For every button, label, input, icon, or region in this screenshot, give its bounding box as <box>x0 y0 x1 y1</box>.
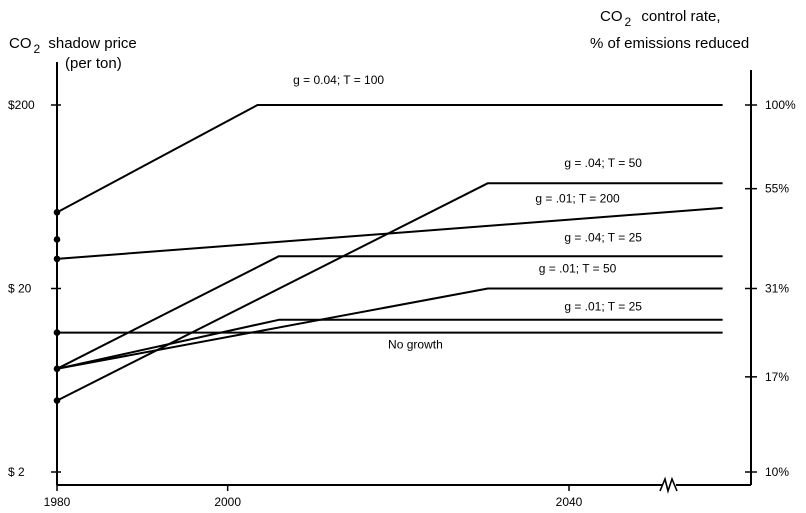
series-line <box>56 182 723 402</box>
left-axis-title: CO 2 shadow price <box>9 35 137 56</box>
series-label: g = 0.04; T = 100 <box>293 73 384 87</box>
axis-marker-dot <box>53 365 61 373</box>
series-label: g = .04; T = 50 <box>564 156 642 170</box>
series-label: g = .01; T = 50 <box>539 261 617 275</box>
series-label: g = .04; T = 25 <box>564 231 642 245</box>
axis-marker-dot <box>53 255 61 263</box>
y-tick-label: $200 <box>8 98 35 112</box>
series-line <box>56 318 723 370</box>
left-axis-title-prefix: CO <box>9 35 32 52</box>
series-line <box>56 206 723 260</box>
right-axis-title: CO 2 control rate, <box>600 8 721 29</box>
axis-marker-dot <box>53 209 61 216</box>
y2-tick-label: 100% <box>765 98 796 112</box>
left-axis-title-subscript: 2 <box>33 42 41 56</box>
axis-marker-dot <box>53 329 61 336</box>
y2-tick-label: 10% <box>765 465 789 479</box>
x-tick-label: 1980 <box>44 495 71 509</box>
y-tick-label: $ 2 <box>8 465 25 479</box>
y2-tick-label: 55% <box>765 182 789 196</box>
series-label: g = .01; T = 25 <box>564 299 642 313</box>
right-axis-title-suffix: control rate, <box>641 8 721 25</box>
series-label: g = .01; T = 200 <box>535 191 620 205</box>
series-line <box>56 104 723 214</box>
axis-break-icon <box>659 476 678 494</box>
series-line <box>56 287 723 370</box>
y2-tick-label: 31% <box>765 282 789 296</box>
axis-marker-dot <box>53 236 61 243</box>
axis-marker-dot <box>53 397 61 404</box>
series-line <box>56 255 723 370</box>
y2-tick-label: 17% <box>765 370 789 384</box>
x-tick-label: 2000 <box>214 495 241 509</box>
y-tick-label: $ 20 <box>8 282 32 296</box>
left-axis-title-suffix: shadow price <box>48 35 137 52</box>
series-label: No growth <box>388 338 443 352</box>
right-axis-title-line2: % of emissions reduced <box>590 35 750 52</box>
right-axis-title-subscript: 2 <box>624 15 632 29</box>
right-axis-title-prefix: CO <box>600 8 623 25</box>
left-axis-title-line2: (per ton) <box>65 55 122 72</box>
x-tick-label: 2040 <box>556 495 583 509</box>
